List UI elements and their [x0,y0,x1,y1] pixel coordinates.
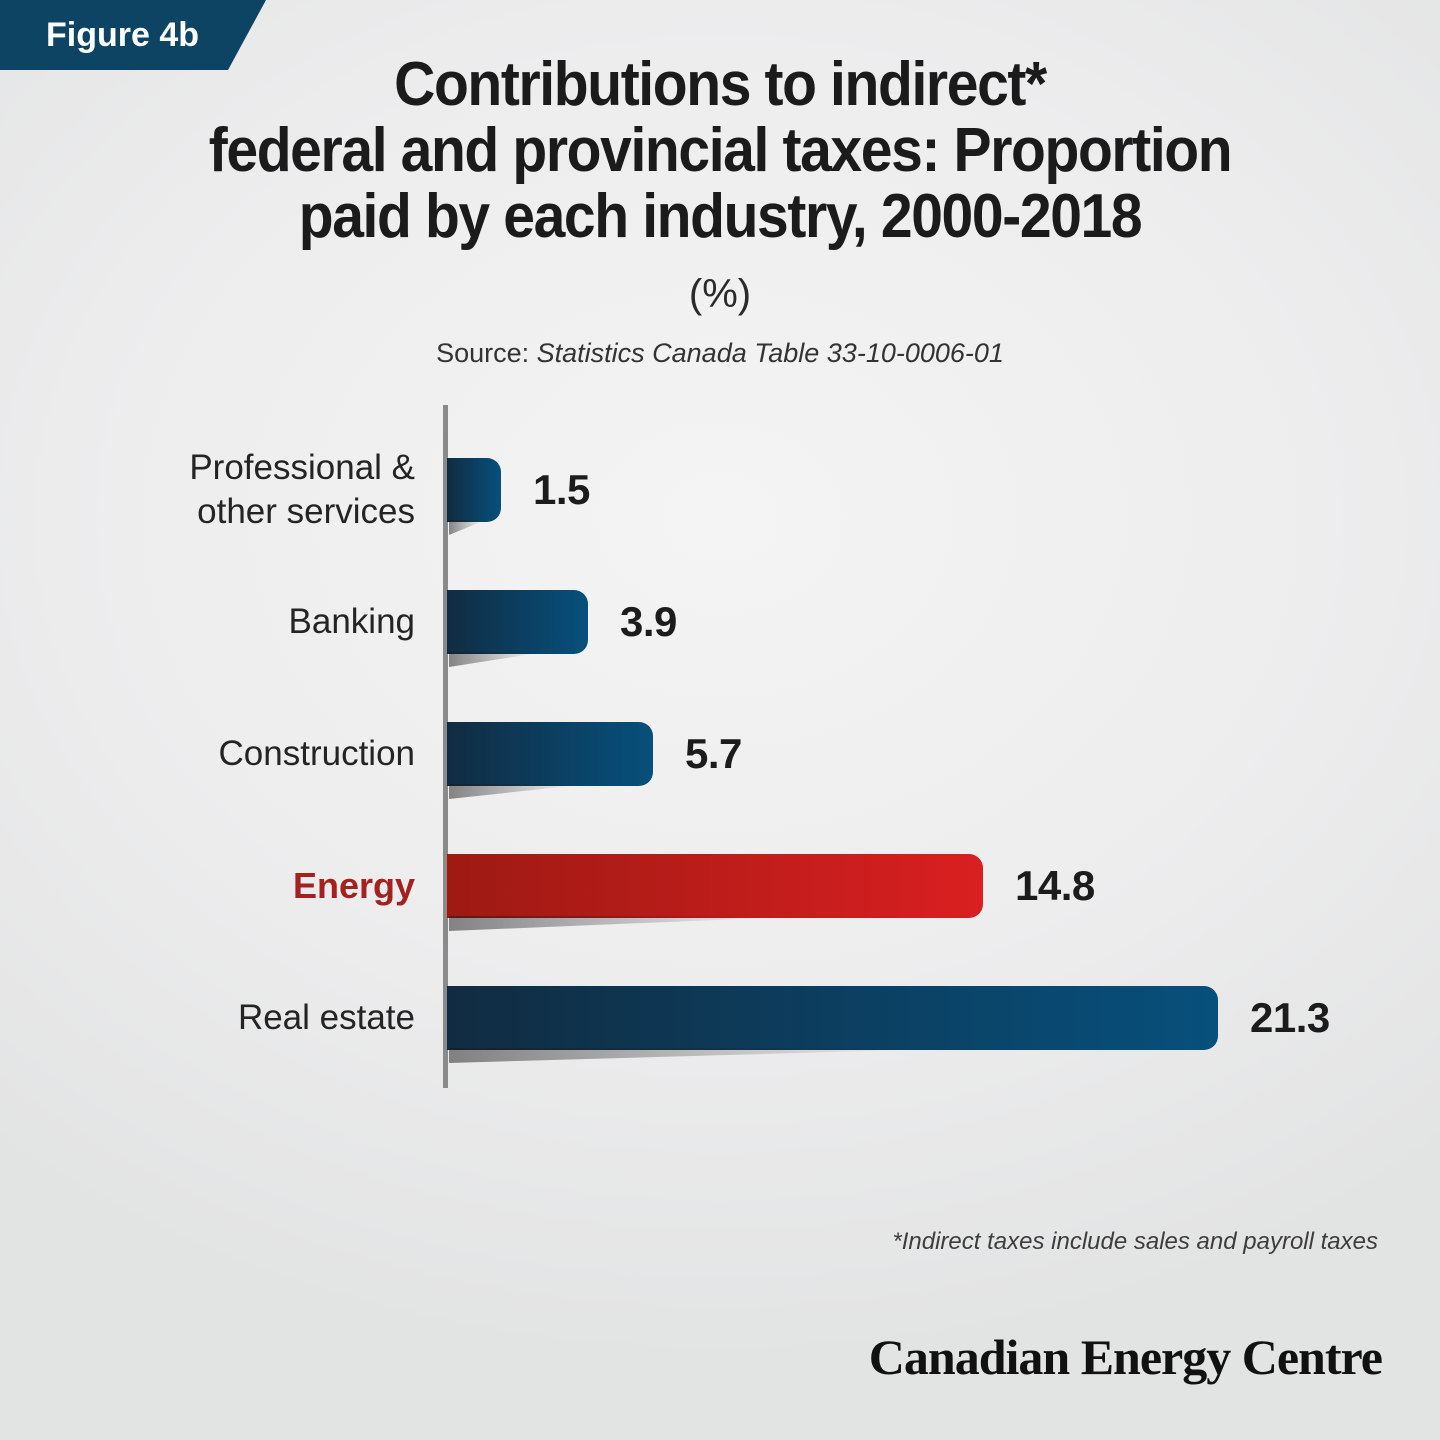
figure-badge: Figure 4b [0,0,266,70]
source-prefix: Source: [436,338,537,368]
bar-row-energy: Energy 14.8 [0,854,1440,918]
source-citation: Statistics Canada Table 33-10-0006-01 [536,338,1004,368]
brand-wordmark: Canadian Energy Centre [868,1329,1383,1385]
category-label-real-estate: Real estate [237,998,415,1037]
bar-energy [447,854,983,918]
footnote: *Indirect taxes include sales and payrol… [892,1228,1378,1255]
value-label-real-estate: 21.3 [1250,994,1330,1041]
category-label-construction: Construction [218,734,415,773]
bar-row-professional-other-services: Professional & other services 1.5 [0,448,1440,531]
y-axis-line [443,405,448,1088]
chart-title-line-2: federal and provincial taxes: Proportion [208,116,1233,185]
value-label-professional-other-services: 1.5 [533,466,590,513]
chart-title-line-1: Contributions to indirect* [394,50,1047,119]
value-label-energy: 14.8 [1015,862,1095,909]
bar-banking [447,590,588,654]
category-label-professional-other-services: Professional & other services [189,448,415,531]
chart-title: Contributions to indirect* federal and p… [58,52,1383,250]
bar-row-real-estate: Real estate 21.3 [0,986,1440,1050]
bar-row-banking: Banking 3.9 [0,590,1440,654]
value-label-banking: 3.9 [620,598,677,645]
bar-real-estate [447,986,1218,1050]
bar-professional-other-services [447,458,501,522]
bar-construction [447,722,653,786]
category-label-banking: Banking [288,602,415,641]
source-line: Source: Statistics Canada Table 33-10-00… [0,338,1440,369]
chart-title-line-3: paid by each industry, 2000-2018 [298,182,1143,251]
bar-row-construction: Construction 5.7 [0,722,1440,786]
figure-badge-label: Figure 4b [46,15,200,54]
value-label-construction: 5.7 [685,730,742,777]
units-label: (%) [688,272,752,316]
category-label-energy: Energy [292,865,415,906]
